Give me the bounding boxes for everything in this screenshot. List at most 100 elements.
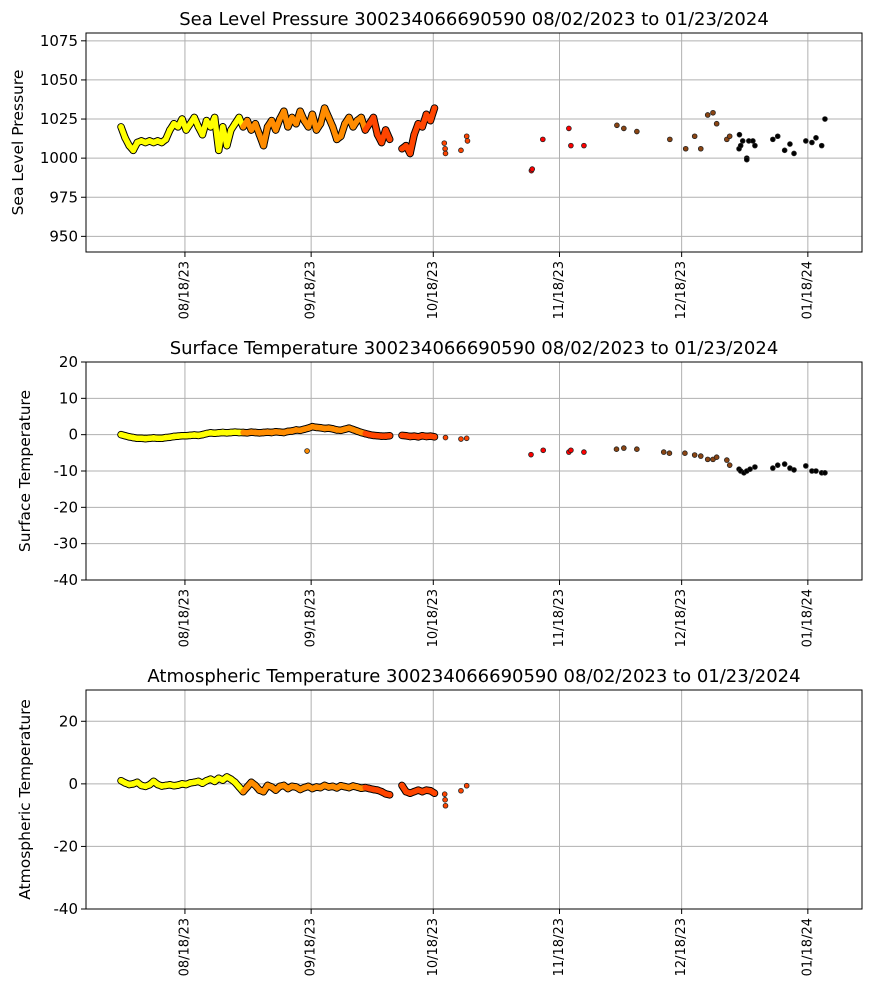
data-point [427, 787, 434, 794]
data-point [374, 432, 381, 439]
data-point [272, 127, 279, 133]
data-point [240, 788, 246, 795]
data-point [162, 136, 169, 143]
y-tick-label: 975 [49, 188, 78, 206]
data-point [666, 450, 673, 456]
data-point [276, 116, 283, 122]
data-point [252, 429, 259, 436]
data-point [442, 434, 449, 441]
data-point [540, 136, 546, 143]
data-point [236, 429, 242, 436]
data-point [399, 145, 405, 152]
data-point [264, 124, 271, 130]
y-axis-label: Atmospheric Temperature [16, 699, 34, 900]
data-point [634, 128, 640, 135]
data-point [215, 147, 222, 154]
data-point [252, 782, 259, 789]
data-point [770, 465, 776, 471]
data-point [179, 432, 185, 439]
chart-title: Surface Temperature 300234066690590 08/0… [170, 338, 779, 359]
x-tick-label: 12/18/23 [674, 589, 689, 647]
x-tick-label: 12/18/23 [674, 918, 689, 976]
data-point [752, 142, 758, 149]
data-point [268, 117, 275, 124]
data-point [529, 166, 536, 172]
data-point [458, 787, 464, 794]
data-point [276, 429, 283, 435]
data-point [171, 433, 177, 440]
data-point [248, 429, 255, 435]
data-point [354, 117, 360, 124]
trace-segment [260, 124, 271, 149]
data-point [219, 124, 226, 130]
data-point [207, 430, 214, 436]
data-point [581, 449, 587, 455]
data-point [540, 447, 547, 454]
y-tick-label: -30 [54, 535, 79, 553]
data-point [268, 784, 275, 790]
data-point [407, 150, 413, 157]
chart-title: Atmospheric Temperature 300234066690590 … [147, 666, 800, 687]
x-tick-label: 01/18/24 [800, 918, 815, 976]
data-point [770, 136, 776, 143]
data-point [411, 131, 417, 138]
data-point [713, 454, 720, 460]
data-point [256, 131, 263, 138]
data-point [791, 150, 797, 157]
data-point [822, 116, 828, 122]
data-point [743, 156, 750, 163]
data-point [289, 114, 295, 121]
data-point [382, 433, 389, 439]
data-point [362, 127, 369, 133]
data-point [228, 429, 234, 436]
data-point [244, 784, 251, 790]
data-point [739, 138, 746, 144]
data-point [252, 120, 259, 127]
data-point [710, 109, 716, 116]
x-tick-label: 11/18/23 [552, 261, 567, 319]
data-point [781, 461, 788, 467]
data-point [682, 450, 688, 456]
data-point [822, 470, 828, 476]
data-point [752, 464, 758, 470]
data-point [419, 124, 426, 130]
y-tick-label: 1075 [40, 32, 78, 50]
data-point [224, 430, 230, 436]
data-point [244, 117, 251, 124]
data-point [175, 124, 181, 130]
y-tick-label: 1050 [40, 71, 78, 89]
data-point [264, 429, 271, 435]
x-tick-label: 08/18/23 [177, 589, 192, 647]
data-series [117, 773, 470, 809]
data-point [528, 451, 534, 458]
data-point [304, 448, 310, 454]
data-point [787, 141, 793, 147]
data-point [240, 429, 246, 436]
data-point [203, 117, 210, 124]
data-point [130, 147, 137, 154]
data-point [260, 142, 267, 149]
data-series [117, 104, 828, 174]
subplot-1: 08/18/23 09/18/23 10/18/23 11/18/23 12/18/23… [9, 9, 863, 319]
x-tick-label: 11/18/23 [552, 918, 567, 976]
data-point [175, 433, 181, 439]
y-tick-label: 950 [49, 227, 78, 245]
data-point [431, 790, 438, 797]
data-point [211, 114, 218, 121]
data-point [305, 124, 312, 130]
x-tick-label: 08/18/23 [177, 918, 192, 976]
data-point [224, 142, 230, 149]
data-point [219, 429, 226, 436]
data-point [704, 112, 711, 118]
data-point [682, 145, 689, 152]
data-point [781, 147, 788, 154]
data-point [463, 435, 470, 442]
data-point [568, 447, 574, 454]
data-point [142, 435, 149, 442]
x-tick-label: 09/18/23 [304, 589, 319, 647]
data-point [167, 127, 173, 133]
data-point [346, 114, 352, 121]
data-point [338, 133, 344, 140]
data-point [568, 142, 574, 149]
data-point [321, 425, 328, 432]
